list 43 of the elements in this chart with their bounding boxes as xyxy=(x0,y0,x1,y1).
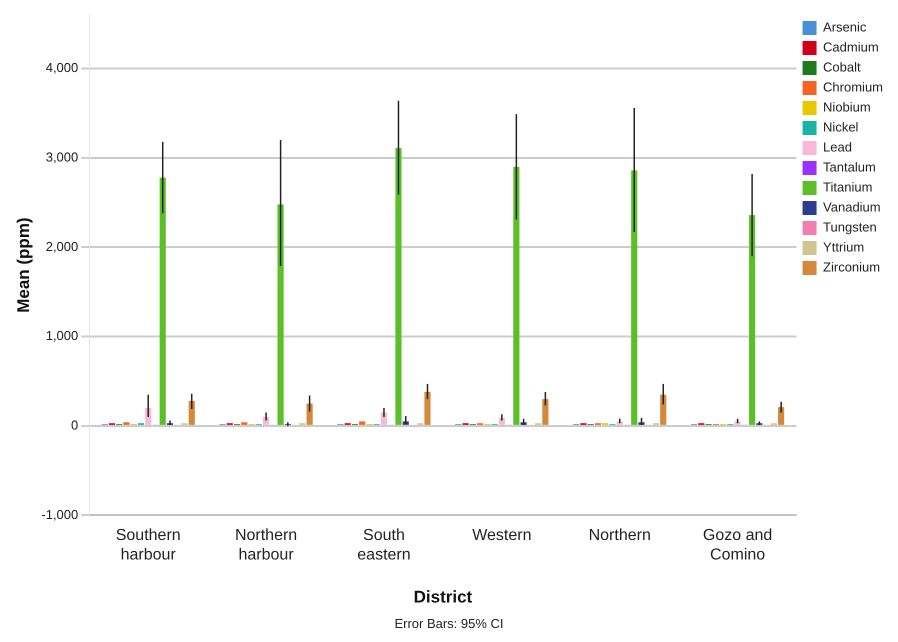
bar xyxy=(513,166,520,425)
y-tick-label: 0 xyxy=(71,417,78,432)
legend-label: Niobium xyxy=(823,100,871,115)
legend-label: Vanadium xyxy=(823,200,881,215)
bar xyxy=(241,422,248,425)
text: Error Bars: 95% CI xyxy=(393,616,505,631)
y-axis-title: Mean (ppm) xyxy=(14,217,33,313)
bar xyxy=(359,421,366,425)
bar xyxy=(278,204,284,425)
x-axis-title: District xyxy=(414,587,473,606)
legend-label: Cobalt xyxy=(823,60,862,75)
y-tick-label: 2,000 xyxy=(46,238,78,254)
bar xyxy=(395,148,402,425)
y-tick-label: 1,000 xyxy=(46,328,78,344)
legend-label: Arsenic xyxy=(823,20,867,35)
x-tick-label: Northern xyxy=(588,527,651,544)
x-tick-label: Southern harbour xyxy=(116,527,181,564)
x-tick-label: South eastern xyxy=(357,527,411,564)
legend-label: Chromium xyxy=(823,80,884,95)
legend-label: Zirconium xyxy=(823,260,880,275)
x-tick-label: Gozo and Comino xyxy=(702,527,772,564)
bar xyxy=(160,178,166,425)
bar xyxy=(123,422,130,425)
bar xyxy=(631,170,638,425)
bar xyxy=(188,400,195,425)
legend-label: Nickel xyxy=(823,120,859,135)
legend-label: Tantalum xyxy=(823,160,876,175)
bar xyxy=(424,392,431,425)
legend-label: Yttrium xyxy=(823,240,864,255)
x-tick-label: Western xyxy=(472,527,532,544)
bar xyxy=(616,421,623,425)
legend-label: Tungsten xyxy=(823,220,877,235)
y-tick-label: 3,000 xyxy=(46,149,78,164)
bar xyxy=(749,215,756,425)
legend-label: Lead xyxy=(823,140,852,155)
legend-label: Cadmium xyxy=(823,40,879,55)
y-tick-label: -1,000 xyxy=(41,506,78,522)
bar xyxy=(542,399,548,425)
bar xyxy=(778,407,784,425)
bar xyxy=(660,394,666,425)
y-tick-label: 4,000 xyxy=(46,60,78,76)
legend-label: Titanium xyxy=(823,180,872,195)
x-tick-label: Northern harbour xyxy=(234,527,298,564)
